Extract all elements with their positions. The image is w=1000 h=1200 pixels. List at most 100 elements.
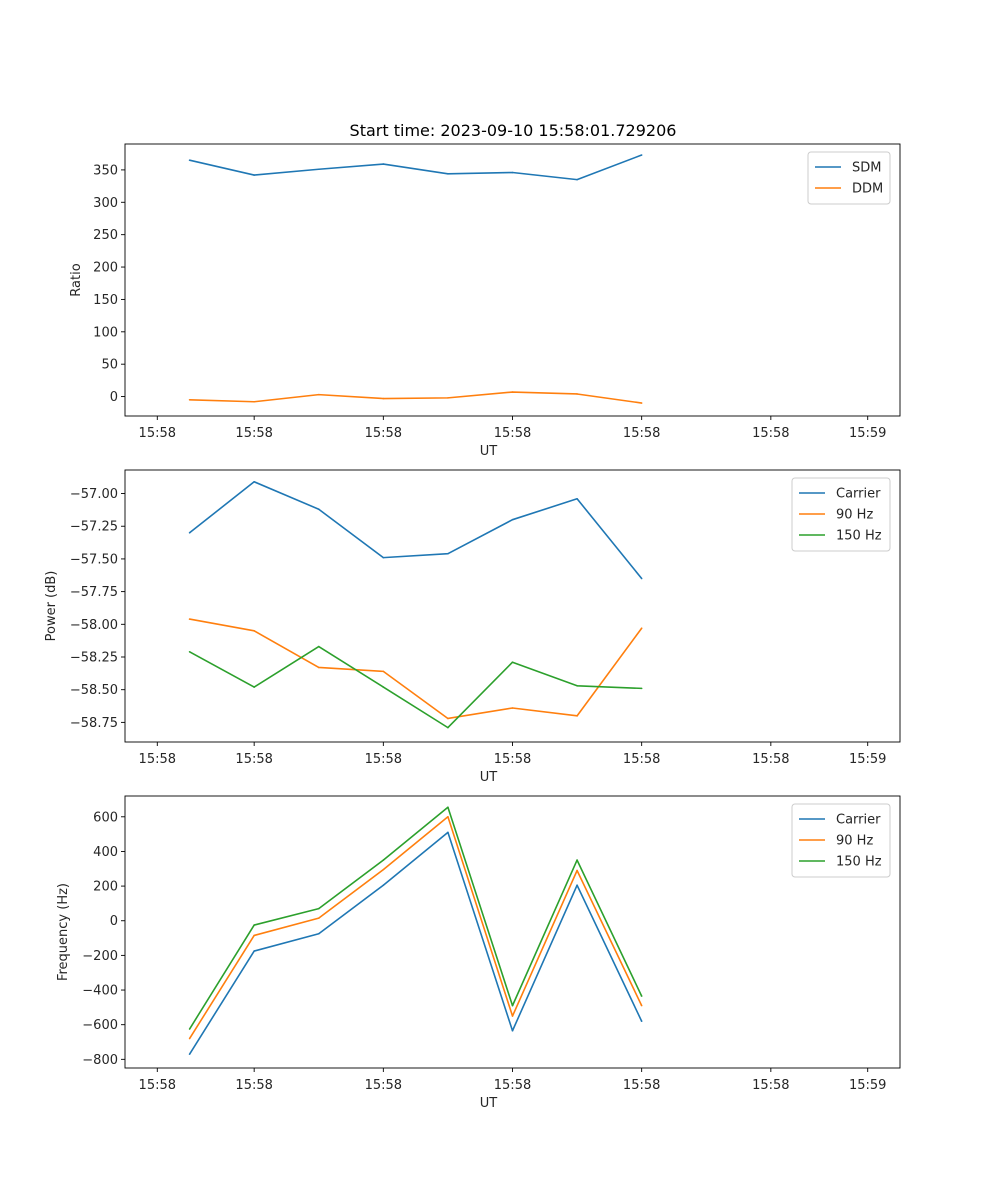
y-tick-label: −400 [82, 984, 118, 999]
frequency-series-carrier-line [188, 831, 643, 1055]
frequency-x-axis-label: UT [480, 1096, 498, 1111]
x-tick-label: 15:58 [365, 426, 402, 441]
frequency-series-90-hz-point [511, 1015, 514, 1017]
y-tick-label: 50 [101, 358, 118, 373]
frequency-series-carrier-point [511, 1029, 514, 1032]
ratio-legend [807, 151, 891, 205]
x-tick-label: 15:59 [849, 1078, 886, 1093]
ratio-series-sdm-point [317, 168, 320, 171]
power-series-90-hz-point [576, 715, 578, 717]
frequency-series-carrier-point [188, 1053, 191, 1055]
power-x-axis-label: UT [480, 770, 498, 785]
y-tick-label: 400 [93, 845, 118, 860]
power-legend [791, 477, 891, 552]
ratio-series-ddm-point [188, 399, 191, 401]
y-tick-label: −57.00 [70, 487, 118, 502]
ratio-series-sdm-point [253, 174, 255, 176]
y-tick-label: 600 [93, 810, 118, 825]
frequency-series-carrier-point [576, 884, 578, 887]
power-series-carrier-point [447, 552, 449, 555]
x-tick-label: 15:58 [139, 1078, 176, 1093]
x-tick-label: 15:58 [494, 426, 531, 441]
y-tick-label: −800 [82, 1053, 118, 1068]
frequency-series-carrier-point [317, 932, 320, 935]
frequency-series-150-hz-point [253, 924, 255, 926]
frequency-series-90-hz-point [382, 868, 385, 871]
x-tick-label: 15:58 [139, 426, 176, 441]
ratio-x-axis-label: UT [480, 444, 498, 459]
power-series-90-hz-point [253, 630, 255, 632]
y-tick-label: −57.75 [70, 585, 118, 600]
x-tick-label: 15:58 [235, 426, 272, 441]
power-series-carrier-point [382, 556, 385, 559]
y-tick-label: −57.50 [70, 552, 118, 567]
frequency-y-axis-label: Frequency (Hz) [56, 883, 71, 981]
frequency-series-150-hz-point [640, 995, 643, 997]
frequency-series-150-hz-point [447, 806, 449, 809]
x-tick-label: 15:58 [494, 1078, 531, 1093]
power-series-150-hz-point [640, 687, 643, 690]
frequency-series-150-hz-point [317, 907, 320, 910]
ratio-series-sdm-point [576, 178, 578, 181]
x-tick-label: 15:58 [139, 752, 176, 767]
y-tick-label: −57.25 [70, 520, 118, 535]
figure-title: Start time: 2023-09-10 15:58:01.729206 [350, 121, 677, 140]
frequency-series-90-hz-line [188, 815, 643, 1039]
ratio-series-ddm-point [382, 397, 385, 400]
ratio-series-ddm-point [511, 391, 514, 393]
power-series-150-hz-point [511, 661, 514, 664]
x-tick-label: 15:58 [494, 752, 531, 767]
frequency-legend [791, 803, 891, 878]
ratio-series-ddm-point [253, 400, 255, 403]
x-tick-label: 15:58 [623, 752, 660, 767]
power-series-150-hz-point [447, 726, 449, 729]
y-tick-label: 0 [110, 390, 118, 405]
y-tick-label: −58.00 [70, 618, 118, 633]
legend-label-90-hz: 90 Hz [836, 834, 873, 849]
power-series-150-hz-line [189, 645, 642, 729]
frequency-series-150-hz-point [382, 859, 385, 861]
x-tick-label: 15:58 [365, 752, 402, 767]
power-y-axis-label: Power (dB) [44, 571, 59, 642]
frequency-series-150-hz-point [511, 1004, 514, 1007]
y-tick-label: −58.75 [70, 716, 118, 731]
power-series-carrier-point [576, 497, 578, 500]
ratio-series-ddm-point [317, 393, 320, 396]
power-series-90-hz-point [382, 670, 385, 673]
power-series-150-hz-point [253, 686, 255, 688]
ratio-series-sdm-point [640, 154, 643, 156]
frequency-series-90-hz-point [188, 1037, 191, 1040]
y-tick-label: 200 [93, 261, 118, 276]
frequency-plot-frame [124, 795, 901, 1069]
y-tick-label: 0 [110, 914, 118, 929]
frequency-series-90-hz-point [576, 869, 578, 872]
power-series-carrier-point [640, 577, 643, 580]
ratio-series-sdm-point [188, 159, 191, 161]
power-series-carrier-point [511, 518, 514, 521]
frequency-series-90-hz-point [317, 917, 320, 919]
legend-label-ddm: DDM [852, 182, 883, 197]
x-tick-label: 15:58 [623, 1078, 660, 1093]
y-tick-label: −600 [82, 1018, 118, 1033]
ratio-series-ddm-point [447, 397, 449, 399]
legend-label-carrier: Carrier [836, 813, 881, 828]
power-series-150-hz-point [188, 650, 191, 653]
legend-label-150-hz: 150 Hz [836, 855, 882, 870]
y-tick-label: −58.50 [70, 683, 118, 698]
power-series-90-hz-point [317, 666, 320, 669]
ratio-series-ddm-line [189, 391, 642, 404]
ratio-series-sdm-point [447, 172, 449, 175]
power-series-150-hz-point [382, 686, 385, 688]
frequency-series-carrier-point [253, 950, 255, 952]
x-tick-label: 15:58 [752, 752, 789, 767]
frequency-panel: −800 −600 −400 −200 0 200 400 600 15:58 15:58 15:5… [56, 795, 901, 1111]
power-series-carrier-point [317, 508, 320, 511]
y-tick-label: 200 [93, 880, 118, 895]
ratio-panel: 0 50 100 150 200 250 300 350 15:58 15:58 15:58 15:5… [69, 143, 901, 459]
power-panel: −58.75 −58.50 −58.25 −58.00 −57.75 −57.50 −57.… [44, 469, 901, 785]
y-tick-label: 250 [93, 228, 118, 243]
ratio-y-axis-label: Ratio [69, 263, 84, 296]
frequency-series-90-hz-point [447, 815, 449, 818]
x-tick-label: 15:58 [365, 1078, 402, 1093]
power-series-carrier-point [253, 480, 255, 483]
